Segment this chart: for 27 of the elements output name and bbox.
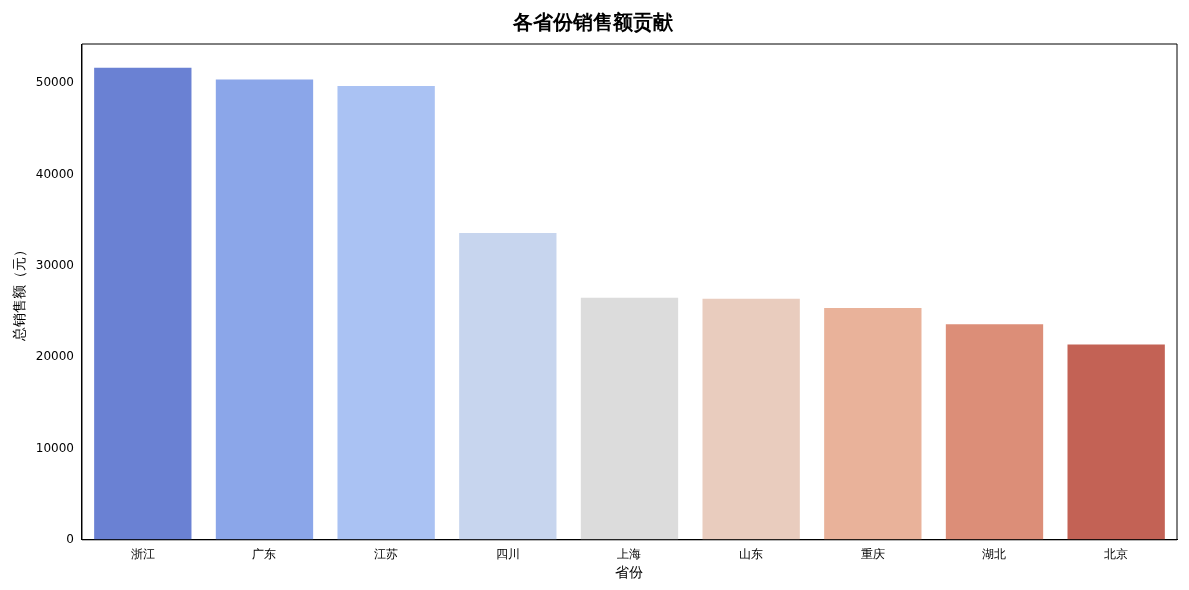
bar [337, 86, 435, 540]
x-tick-label: 四川 [495, 547, 520, 562]
x-tick-label: 重庆 [860, 547, 885, 562]
x-tick-label: 浙江 [130, 547, 155, 562]
bar [824, 307, 922, 540]
bar [1067, 344, 1165, 540]
y-tick-label: 50000 [35, 75, 74, 90]
x-tick-label: 上海 [617, 547, 642, 562]
x-tick-label: 北京 [1104, 547, 1129, 562]
y-tick-label: 0 [66, 531, 74, 546]
x-axis-title: 省份 [615, 564, 644, 581]
x-tick-label: 江苏 [374, 547, 399, 562]
bar [215, 79, 314, 540]
bar [702, 298, 800, 540]
y-axis-title: 总销售额（元） [11, 242, 28, 342]
y-tick-label: 20000 [35, 349, 74, 364]
y-tick-label: 10000 [35, 440, 74, 455]
chart-title: 各省份销售额贡献 [511, 10, 674, 35]
bar [580, 297, 679, 540]
x-tick-label: 广东 [252, 547, 277, 562]
y-tick-label: 30000 [35, 258, 74, 272]
bar [94, 67, 192, 540]
x-tick-label: 湖北 [982, 547, 1007, 562]
bar [945, 324, 1044, 540]
x-tick-label: 山东 [739, 547, 764, 562]
y-tick-label: 40000 [35, 166, 74, 181]
bar [459, 233, 557, 540]
